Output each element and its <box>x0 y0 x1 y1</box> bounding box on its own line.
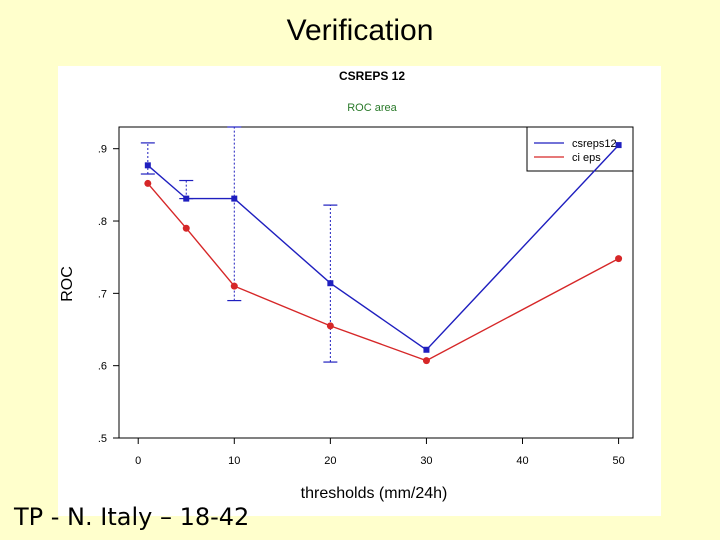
y-tick-label: .8 <box>98 216 107 228</box>
legend-label-ci-eps: ci eps <box>572 152 601 164</box>
x-tick-label: 50 <box>612 455 624 467</box>
x-tick-label: 10 <box>228 455 240 467</box>
roc-chart: CSREPS 12 ROC area thresholds (mm/24h) R… <box>59 69 634 502</box>
y-tick-label: .6 <box>98 361 107 373</box>
footer-text: TP - N. Italy – 18-42 <box>14 503 250 531</box>
point-csreps12 <box>327 280 334 287</box>
axes-ticks: 0 10 20 30 40 50 .5 .6 .7 .8 .9 <box>98 144 625 467</box>
legend: csreps12 ci eps <box>526 126 634 172</box>
x-tick-label: 0 <box>135 455 141 467</box>
point-csreps12 <box>231 195 238 202</box>
point-ci-eps <box>615 255 623 263</box>
point-ci-eps <box>230 282 238 290</box>
x-tick-label: 20 <box>324 455 336 467</box>
y-tick-label: .7 <box>98 288 107 300</box>
point-csreps12 <box>183 195 190 202</box>
x-axis-label: thresholds (mm/24h) <box>301 485 448 502</box>
x-tick-label: 40 <box>516 455 528 467</box>
point-ci-eps <box>326 322 334 330</box>
plot-frame <box>118 126 634 439</box>
y-tick-label: .5 <box>98 433 107 445</box>
point-csreps12 <box>423 346 430 353</box>
point-ci-eps <box>182 224 190 232</box>
point-ci-eps <box>144 179 152 187</box>
point-ci-eps <box>422 357 430 365</box>
y-tick-label: .9 <box>98 144 107 156</box>
point-csreps12 <box>615 142 622 149</box>
x-tick-label: 30 <box>420 455 432 467</box>
y-axis-label: ROC <box>59 266 76 302</box>
chart-panel: CSREPS 12 ROC area thresholds (mm/24h) R… <box>58 66 661 516</box>
series-line-csreps12 <box>147 144 620 351</box>
chart-title: CSREPS 12 <box>339 69 405 83</box>
chart-subtitle: ROC area <box>347 102 397 114</box>
point-csreps12 <box>144 162 151 169</box>
error-bars <box>140 126 338 363</box>
series-line-ci-eps <box>147 182 619 362</box>
series-layer <box>144 142 623 365</box>
legend-label-csreps12: csreps12 <box>572 138 617 150</box>
slide-title: Verification <box>286 14 434 47</box>
